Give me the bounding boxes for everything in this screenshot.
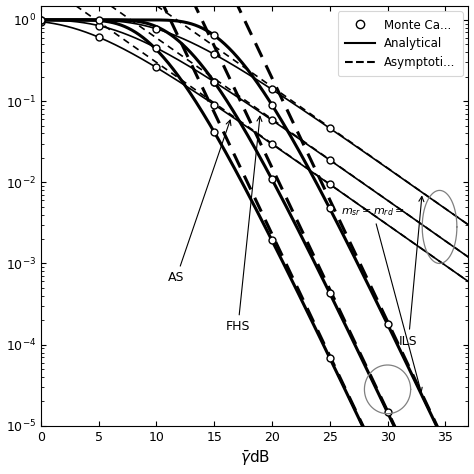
Text: FHS: FHS: [226, 116, 262, 333]
Text: ILS: ILS: [399, 196, 424, 348]
Legend: Monte Ca..., Analytical, Asymptoti...: Monte Ca..., Analytical, Asymptoti...: [338, 11, 463, 76]
X-axis label: $\bar{\gamma}$dB: $\bar{\gamma}$dB: [239, 449, 270, 468]
Text: AS: AS: [168, 120, 231, 284]
Text: $m_{sr}=m_{rd}=$: $m_{sr}=m_{rd}=$: [341, 207, 422, 392]
Text: $m_{sr}=m_{rd}=3$: $m_{sr}=m_{rd}=3$: [0, 473, 1, 474]
